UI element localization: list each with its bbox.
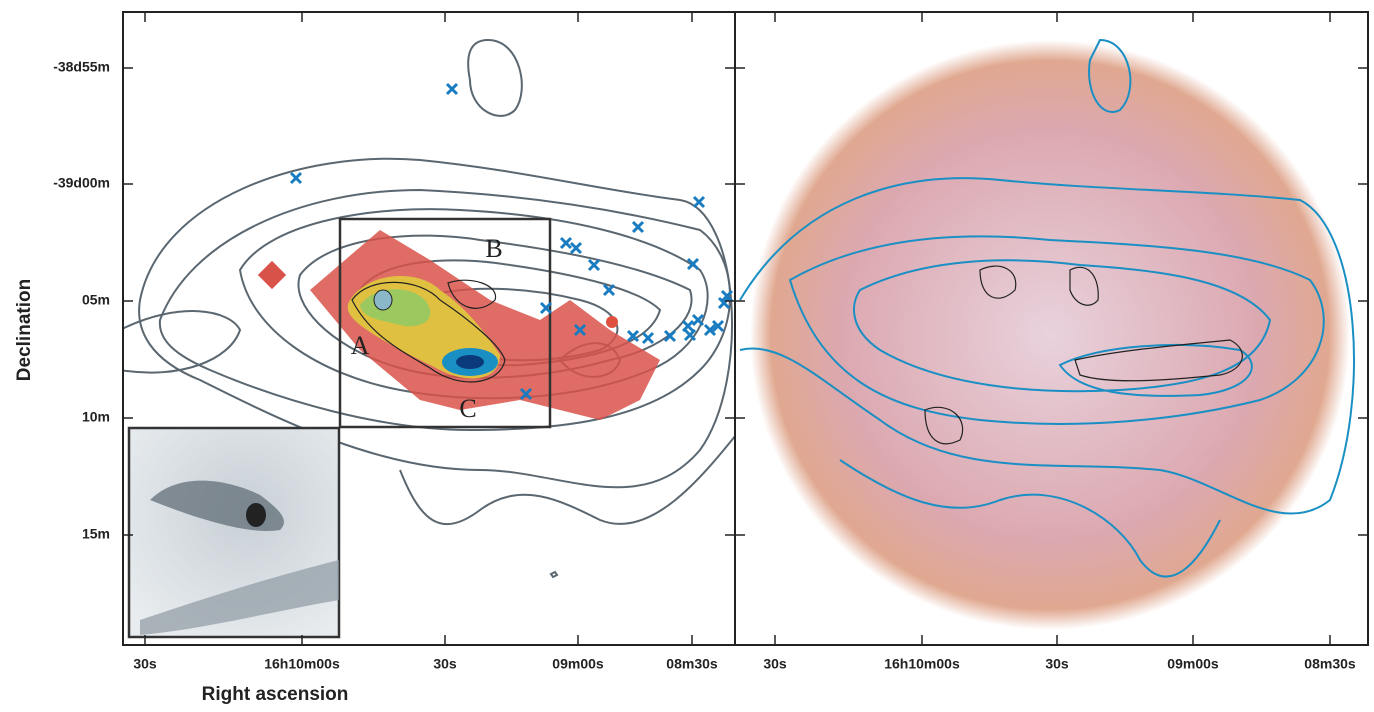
y-tick-label: 05m	[82, 292, 110, 308]
figure: Declination Right ascension A B C -38d55…	[0, 0, 1374, 712]
y-axis-label: Declination	[14, 279, 35, 381]
source-marker	[291, 173, 301, 183]
page: Declination Right ascension A B C -38d55…	[0, 0, 1374, 712]
source-marker	[604, 285, 614, 295]
x-tick-label: 16h10m00s	[264, 656, 340, 672]
x-tick-label: 30s	[1045, 656, 1069, 672]
x-tick-label: 08m30s	[1304, 656, 1356, 672]
source-marker	[561, 238, 571, 248]
x-tick-label: 09m00s	[1167, 656, 1219, 672]
x-tick-label: 08m30s	[666, 656, 718, 672]
right-map	[740, 40, 1354, 630]
source-marker	[447, 84, 457, 94]
source-marker	[685, 330, 695, 340]
annotation: C	[459, 394, 476, 423]
x-axis-label: Right ascension	[202, 684, 349, 705]
x-tick-label: 30s	[433, 656, 457, 672]
x-tick-label: 16h10m00s	[884, 656, 960, 672]
x-tick-label: 30s	[763, 656, 787, 672]
source-marker	[643, 333, 653, 343]
source-marker	[633, 222, 643, 232]
source-marker	[693, 315, 703, 325]
x-tick-label: 30s	[133, 656, 157, 672]
annotation: B	[485, 234, 502, 263]
x-tick-label: 09m00s	[552, 656, 604, 672]
source-marker	[694, 197, 704, 207]
left-map	[120, 40, 740, 637]
source-marker	[589, 260, 599, 270]
y-tick-label: -39d00m	[53, 175, 110, 191]
y-tick-label: 15m	[82, 526, 110, 542]
y-tick-label: 10m	[82, 409, 110, 425]
source-marker	[683, 321, 693, 331]
source-marker	[571, 243, 581, 253]
annotation: A	[351, 331, 370, 360]
y-tick-label: -38d55m	[53, 59, 110, 75]
